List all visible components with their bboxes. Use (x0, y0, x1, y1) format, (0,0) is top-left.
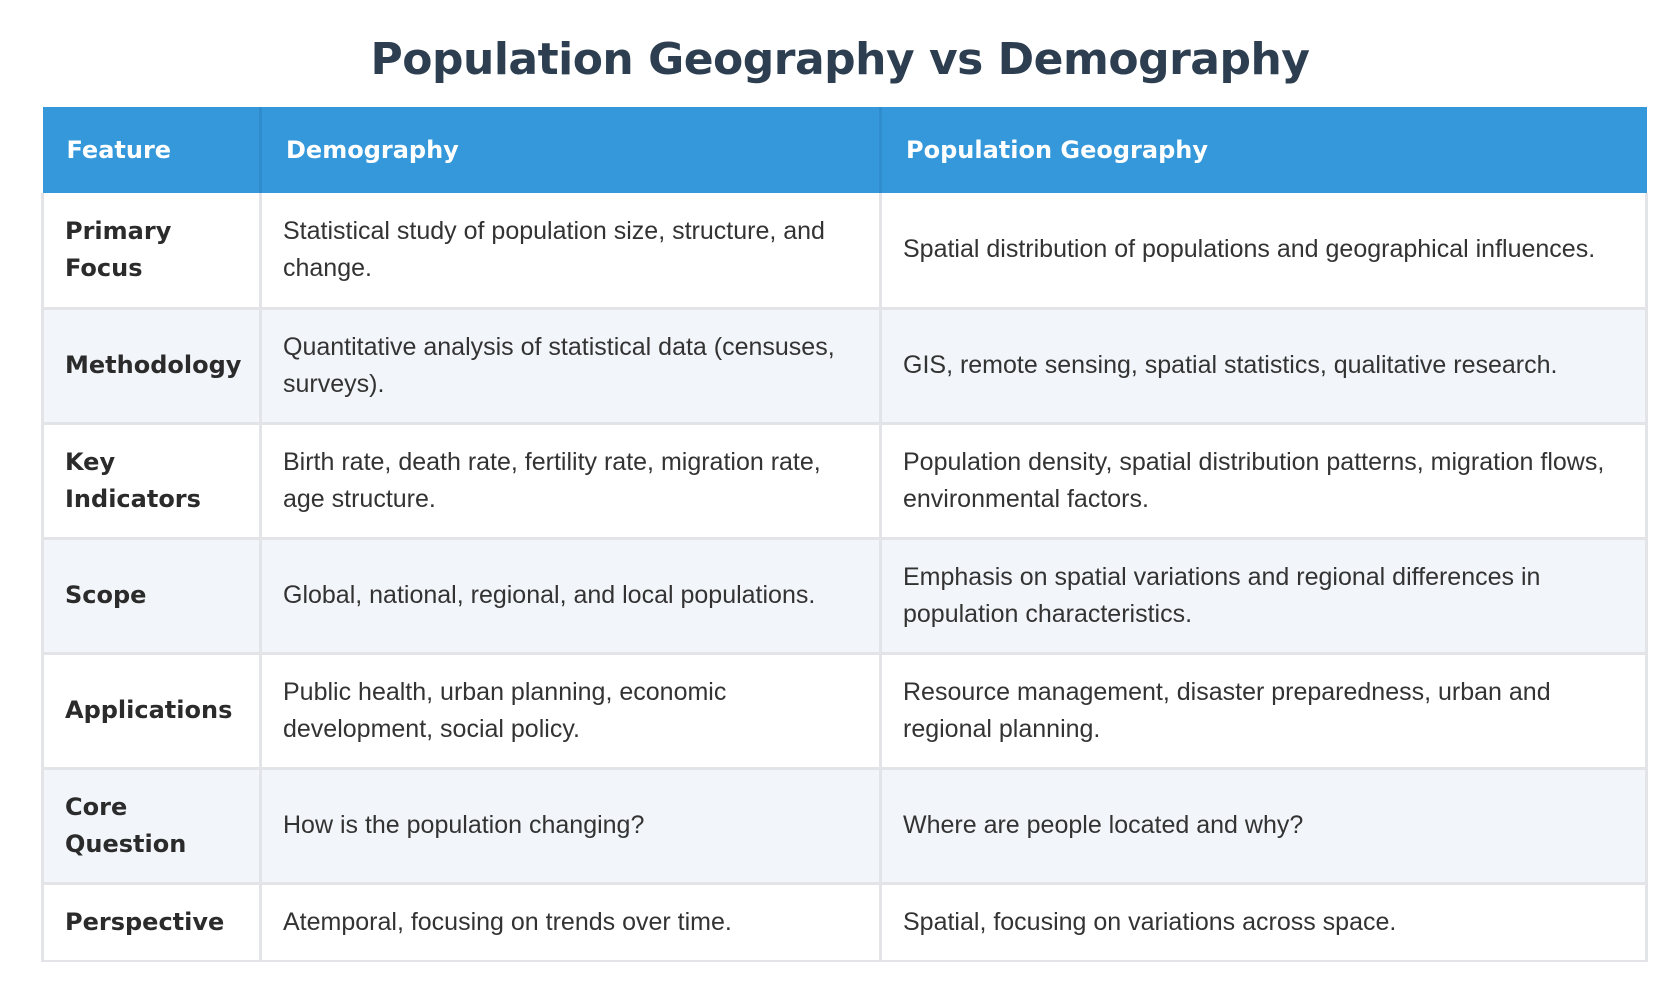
table-body: Primary Focus Statistical study of popul… (41, 193, 1648, 962)
row-feature-cell: Applications (41, 651, 262, 770)
comparison-table-container: Feature Demography Population Geography … (41, 107, 1648, 962)
row-demography-cell: Global, national, regional, and local po… (259, 536, 882, 655)
row-feature-cell: Core Question (41, 766, 262, 885)
header-demography: Demography (260, 107, 882, 193)
row-demography-cell: Public health, urban planning, economic … (259, 651, 882, 770)
row-feature-cell: Primary Focus (41, 193, 262, 310)
row-feature-cell: Key Indicators (41, 421, 262, 540)
header-row: Feature Demography Population Geography (42, 107, 1647, 193)
row-feature-cell: Perspective (41, 881, 262, 962)
row-demography-cell: Atemporal, focusing on trends over time. (259, 881, 882, 962)
row-demography-cell: How is the population changing? (259, 766, 882, 885)
row-population-geography-cell: Where are people located and why? (879, 766, 1648, 885)
row-demography-cell: Birth rate, death rate, fertility rate, … (259, 421, 882, 540)
page-title: Population Geography vs Demography (370, 34, 1310, 85)
comparison-table: Feature Demography Population Geography … (41, 107, 1648, 962)
table-row: Methodology Quantitative analysis of sta… (41, 306, 1648, 425)
row-population-geography-cell: Spatial, focusing on variations across s… (879, 881, 1648, 962)
table-row: Scope Global, national, regional, and lo… (41, 536, 1648, 655)
row-demography-cell: Quantitative analysis of statistical dat… (259, 306, 882, 425)
header-population-geography: Population Geography (880, 107, 1647, 193)
table-row: Key Indicators Birth rate, death rate, f… (41, 421, 1648, 540)
row-population-geography-cell: Resource management, disaster preparedne… (879, 651, 1648, 770)
table-row: Perspective Atemporal, focusing on trend… (41, 881, 1648, 962)
row-population-geography-cell: Population density, spatial distribution… (879, 421, 1648, 540)
header-feature: Feature (42, 107, 262, 193)
row-feature-cell: Methodology (41, 306, 262, 425)
table-row: Primary Focus Statistical study of popul… (41, 193, 1648, 310)
row-feature-cell: Scope (41, 536, 262, 655)
row-demography-cell: Statistical study of population size, st… (259, 193, 882, 310)
row-population-geography-cell: Spatial distribution of populations and … (879, 193, 1648, 310)
row-population-geography-cell: Emphasis on spatial variations and regio… (879, 536, 1648, 655)
table-row: Applications Public health, urban planni… (41, 651, 1648, 770)
row-population-geography-cell: GIS, remote sensing, spatial statistics,… (879, 306, 1648, 425)
table-header: Feature Demography Population Geography (42, 107, 1647, 193)
table-row: Core Question How is the population chan… (41, 766, 1648, 885)
